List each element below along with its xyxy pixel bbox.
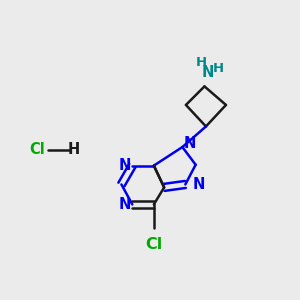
Text: N: N [193, 177, 205, 192]
Text: H: H [67, 142, 80, 158]
Text: H: H [213, 62, 224, 75]
Text: N: N [202, 65, 214, 80]
Text: Cl: Cl [145, 237, 163, 252]
Text: Cl: Cl [29, 142, 44, 158]
Text: H: H [196, 56, 207, 69]
Text: N: N [183, 136, 196, 151]
Text: N: N [119, 158, 131, 173]
Text: N: N [119, 197, 131, 212]
